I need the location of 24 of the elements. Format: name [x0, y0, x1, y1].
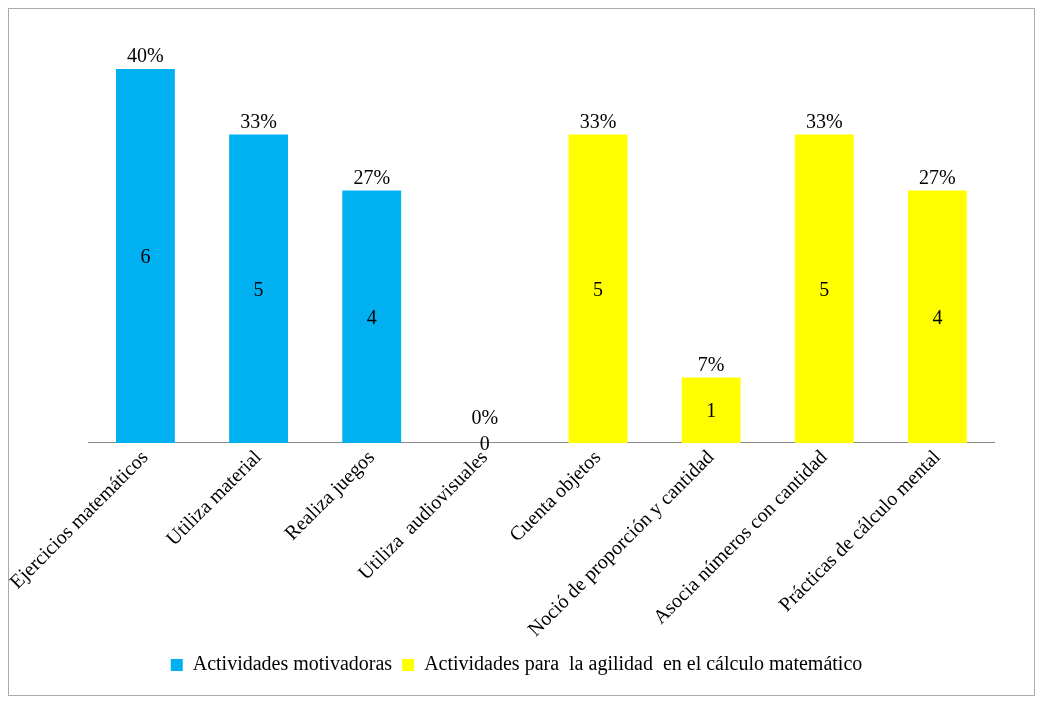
bar: [342, 190, 402, 443]
bar: [908, 190, 967, 443]
annotation: 5: [819, 277, 830, 300]
bar: [568, 134, 628, 443]
data-label: 33%: [579, 109, 617, 132]
annotation: 6: [140, 245, 151, 268]
bar: [794, 134, 854, 443]
data-label: 7%: [697, 352, 725, 375]
data-label: 33%: [240, 109, 277, 132]
bar: [681, 377, 741, 443]
bar: [229, 134, 288, 443]
data-label: 33%: [805, 109, 843, 132]
data-label: 27%: [919, 165, 956, 188]
annotation: 4: [366, 305, 377, 328]
annotation: 4: [932, 305, 943, 328]
data-label: 27%: [353, 165, 391, 188]
data-label: 40%: [127, 44, 164, 67]
annotation: 5: [253, 277, 264, 300]
legend-label: Actividades para la agilidad en el cálculo matemático: [424, 652, 863, 676]
bar: [116, 69, 175, 443]
annotation: 1: [706, 399, 717, 422]
data-label: 0%: [471, 406, 499, 429]
annotation: 5: [593, 277, 603, 300]
legend-label: Actividades motivadoras: [192, 652, 393, 675]
